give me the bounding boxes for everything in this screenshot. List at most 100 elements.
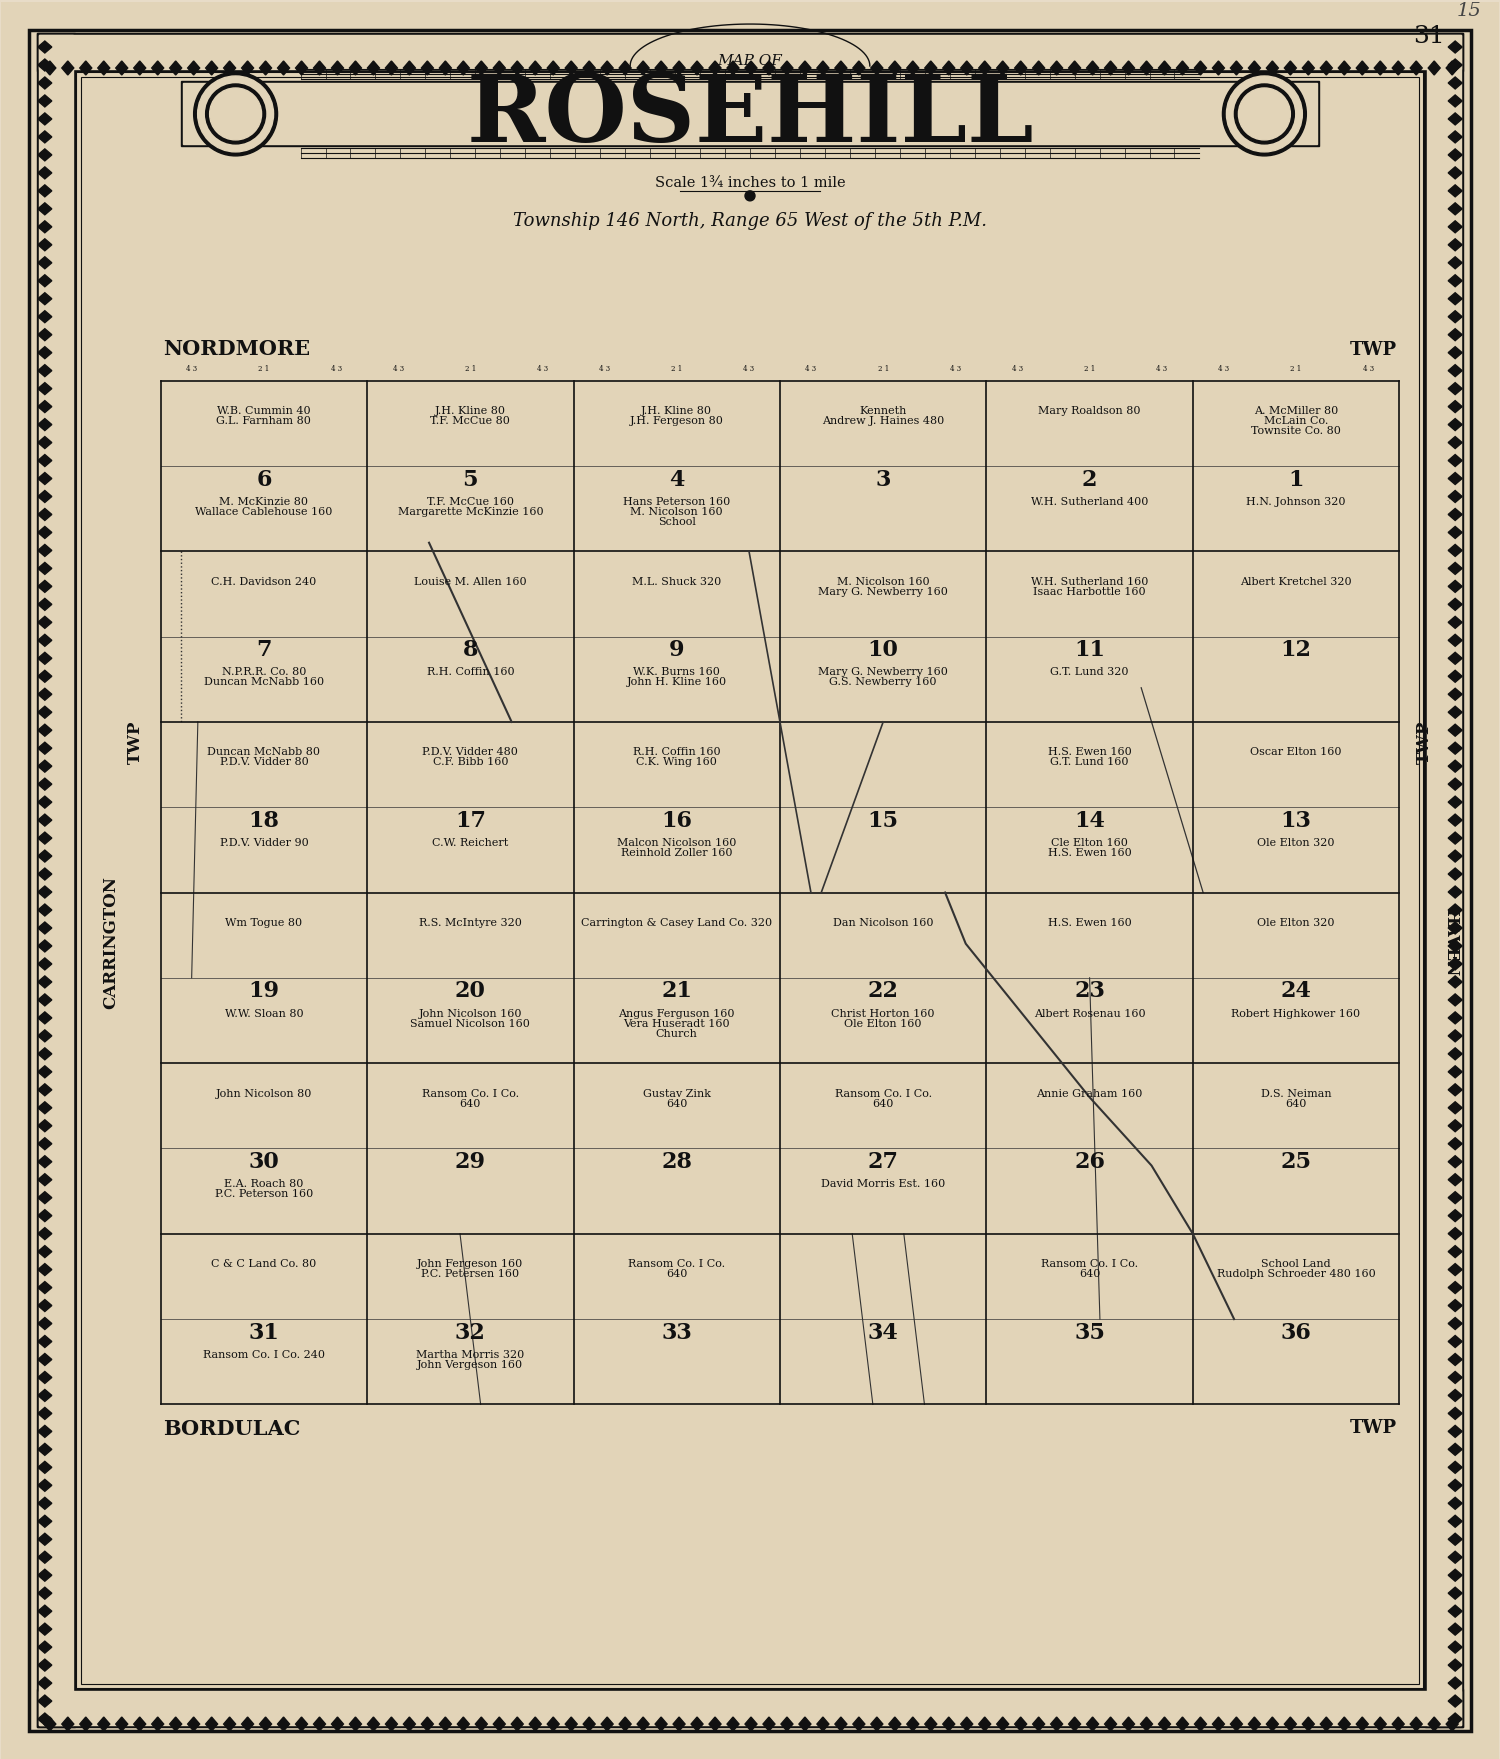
Text: 4 3: 4 3 xyxy=(1013,364,1023,373)
Text: J.H. Kline 80: J.H. Kline 80 xyxy=(642,406,712,417)
Polygon shape xyxy=(314,1717,326,1731)
Polygon shape xyxy=(782,62,794,76)
Polygon shape xyxy=(152,62,164,76)
Polygon shape xyxy=(1104,62,1116,76)
Polygon shape xyxy=(818,62,830,76)
Text: 2: 2 xyxy=(1082,468,1098,491)
Text: Duncan McNabb 80: Duncan McNabb 80 xyxy=(207,748,321,758)
Polygon shape xyxy=(1448,1606,1462,1617)
Text: 15: 15 xyxy=(1456,2,1482,19)
Polygon shape xyxy=(782,1717,794,1731)
Text: 4 3: 4 3 xyxy=(1156,364,1167,373)
Polygon shape xyxy=(38,850,52,862)
Polygon shape xyxy=(1068,1717,1080,1731)
Polygon shape xyxy=(404,62,416,76)
Polygon shape xyxy=(62,62,74,76)
Text: CARRINGTON: CARRINGTON xyxy=(102,876,120,1010)
Polygon shape xyxy=(188,62,200,76)
Text: 4 3: 4 3 xyxy=(1218,364,1230,373)
Text: TWP: TWP xyxy=(1350,341,1396,359)
Polygon shape xyxy=(836,1717,848,1731)
Text: TWP: TWP xyxy=(128,721,144,765)
Polygon shape xyxy=(764,1717,776,1731)
Polygon shape xyxy=(1448,1317,1462,1330)
Polygon shape xyxy=(1448,95,1462,107)
Polygon shape xyxy=(38,1624,52,1636)
Polygon shape xyxy=(620,62,632,76)
Polygon shape xyxy=(224,62,236,76)
Polygon shape xyxy=(1448,1066,1462,1078)
Text: C.F. Bibb 160: C.F. Bibb 160 xyxy=(432,758,508,767)
Text: Christ Horton 160: Christ Horton 160 xyxy=(831,1008,934,1018)
Text: H.S. Ewen 160: H.S. Ewen 160 xyxy=(1047,748,1131,758)
Bar xyxy=(39,35,1461,69)
Text: TWP: TWP xyxy=(1350,1420,1396,1437)
Polygon shape xyxy=(422,62,434,76)
Polygon shape xyxy=(1374,62,1386,76)
Text: ROSEHILL: ROSEHILL xyxy=(466,70,1034,160)
Text: M. Nicolson 160: M. Nicolson 160 xyxy=(630,507,723,517)
Text: W.H. Sutherland 400: W.H. Sutherland 400 xyxy=(1030,496,1149,507)
Polygon shape xyxy=(1448,797,1462,807)
Polygon shape xyxy=(38,419,52,431)
Polygon shape xyxy=(710,62,722,76)
Text: R.S. McIntyre 320: R.S. McIntyre 320 xyxy=(419,918,522,929)
Polygon shape xyxy=(368,1717,380,1731)
Text: 640: 640 xyxy=(1078,1270,1101,1279)
Polygon shape xyxy=(566,62,578,76)
Polygon shape xyxy=(1356,62,1368,76)
Polygon shape xyxy=(206,1717,218,1731)
Polygon shape xyxy=(38,1696,52,1706)
Polygon shape xyxy=(458,1717,470,1731)
Text: 13: 13 xyxy=(1281,809,1311,832)
Text: Malcon Nicolson 160: Malcon Nicolson 160 xyxy=(616,837,736,848)
Text: Wm Togue 80: Wm Togue 80 xyxy=(225,918,303,929)
Bar xyxy=(39,1690,1461,1726)
Text: 4 3: 4 3 xyxy=(950,364,962,373)
Polygon shape xyxy=(1320,1717,1332,1731)
Polygon shape xyxy=(1448,167,1462,179)
Polygon shape xyxy=(978,62,990,76)
Polygon shape xyxy=(38,1353,52,1365)
Polygon shape xyxy=(1448,994,1462,1006)
Text: P.D.V. Vidder 80: P.D.V. Vidder 80 xyxy=(219,758,309,767)
Polygon shape xyxy=(1448,1696,1462,1706)
Polygon shape xyxy=(1302,1717,1314,1731)
Text: Ole Elton 320: Ole Elton 320 xyxy=(1257,837,1335,848)
Polygon shape xyxy=(38,1029,52,1041)
Polygon shape xyxy=(853,1717,865,1731)
Text: 25: 25 xyxy=(1281,1150,1311,1173)
Polygon shape xyxy=(38,994,52,1006)
Polygon shape xyxy=(38,185,52,197)
Polygon shape xyxy=(1104,1717,1116,1731)
Polygon shape xyxy=(1448,707,1462,718)
Polygon shape xyxy=(1448,1029,1462,1041)
Polygon shape xyxy=(1448,311,1462,322)
Bar xyxy=(38,33,1462,70)
Polygon shape xyxy=(1448,202,1462,215)
Polygon shape xyxy=(38,329,52,341)
Text: J.H. Kline 80: J.H. Kline 80 xyxy=(435,406,506,417)
Polygon shape xyxy=(908,1717,920,1731)
Polygon shape xyxy=(1448,113,1462,125)
Text: 4 3: 4 3 xyxy=(537,364,548,373)
Polygon shape xyxy=(38,1120,52,1131)
Bar xyxy=(38,1689,1462,1727)
Polygon shape xyxy=(1448,635,1462,646)
Text: 34: 34 xyxy=(868,1321,898,1344)
Polygon shape xyxy=(260,62,272,76)
Text: David Morris Est. 160: David Morris Est. 160 xyxy=(821,1179,945,1189)
Polygon shape xyxy=(1448,1300,1462,1312)
Text: A. McMiller 80: A. McMiller 80 xyxy=(1254,406,1338,417)
Polygon shape xyxy=(1320,62,1332,76)
Polygon shape xyxy=(38,1587,52,1599)
Polygon shape xyxy=(692,62,703,76)
Polygon shape xyxy=(1448,1514,1462,1527)
Circle shape xyxy=(1227,76,1302,151)
Polygon shape xyxy=(764,62,776,76)
Polygon shape xyxy=(1014,1717,1026,1731)
Polygon shape xyxy=(926,1717,938,1731)
Text: 10: 10 xyxy=(867,639,898,661)
Polygon shape xyxy=(1284,1717,1296,1731)
Text: 640: 640 xyxy=(873,1099,894,1108)
